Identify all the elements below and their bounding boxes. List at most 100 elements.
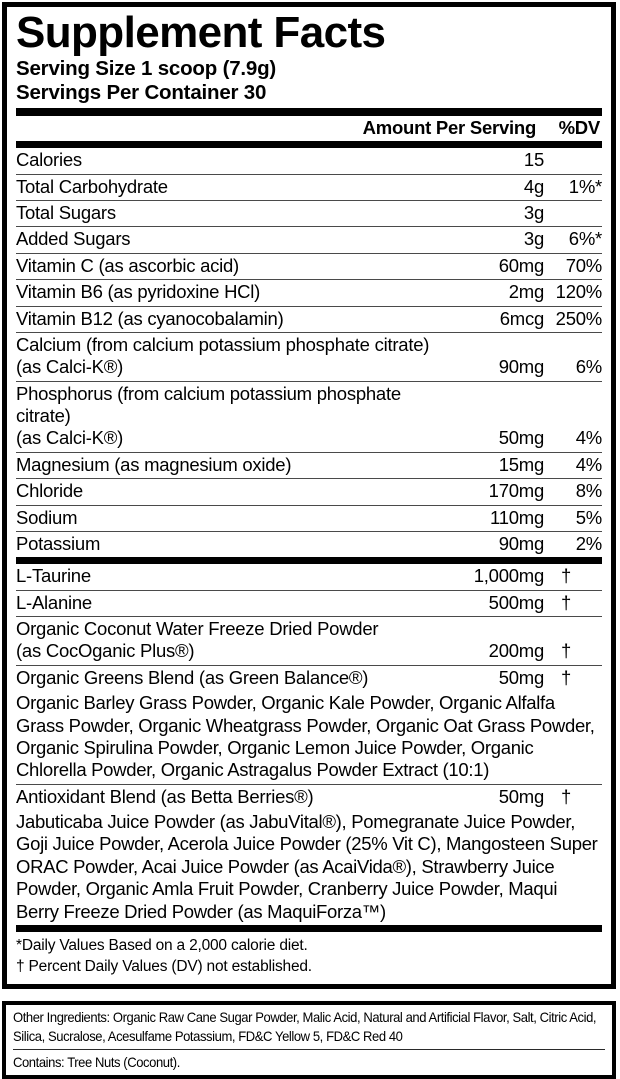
nutrient-amount: 90mg [436, 331, 544, 382]
table-row: Vitamin B6 (as pyridoxine HCl) 2mg 120% [16, 279, 602, 307]
column-header-amount: Amount Per Serving [362, 116, 537, 138]
nutrient-daily-value: † [544, 616, 602, 665]
servings-per-container-text: Servings Per Container 30 [16, 80, 267, 104]
nutrient-name: Organic Greens Blend (as Green Balance®) [16, 664, 436, 692]
amino-rows: L-Taurine 1,000mg † L-Alanine 500mg † Organic … [16, 564, 602, 665]
nutrient-amount: 2mg [436, 279, 544, 307]
blend-sublist-row: Jabuticaba Juice Powder (as JabuVital®),… [16, 810, 602, 925]
nutrient-name: Sodium [16, 504, 436, 532]
table-row: Magnesium (as magnesium oxide) 15mg 4% [16, 451, 602, 479]
nutrient-daily-value: 6% [544, 331, 602, 382]
nutrient-name: L-Alanine [16, 589, 436, 617]
nutrient-name: Vitamin C (as ascorbic acid) [16, 252, 436, 280]
table-row: Total Sugars 3g [16, 200, 602, 227]
footnote-rule-thick [16, 924, 602, 932]
nutrient-name-line: Organic Coconut Water Freeze Dried Powde… [16, 618, 379, 640]
nutrient-amount: 500mg [436, 589, 544, 617]
nutrient-amount: 50mg [436, 783, 544, 811]
nutrient-name: Antioxidant Blend (as Betta Berries®) [16, 783, 436, 811]
nutrient-name: Phosphorus (from calcium potassium phosp… [16, 380, 436, 453]
nutrient-name: Total Sugars [16, 200, 436, 227]
nutrient-daily-value: 8% [544, 478, 602, 506]
nutrient-amount: 6mcg [436, 305, 544, 333]
nutrient-amount: 60mg [436, 252, 544, 280]
other-ingredients-text: Other Ingredients: Organic Raw Cane Suga… [13, 1008, 597, 1044]
nutrient-name: Potassium [16, 530, 436, 558]
nutrient-daily-value: 120% [544, 279, 602, 307]
nutrient-amount: 1,000mg [473, 565, 545, 587]
header-spacer [16, 116, 363, 141]
nutrient-amount: 110mg [436, 504, 544, 532]
nutrient-name-line: (as Calci-K®) [16, 356, 124, 378]
table-row: Organic Coconut Water Freeze Dried Powde… [16, 616, 602, 665]
nutrient-name: L-Taurine [16, 565, 91, 587]
page-title: Supplement Facts [16, 8, 386, 57]
table-row: Phosphorus (from calcium potassium phosp… [16, 380, 602, 453]
nutrient-daily-value: † [544, 589, 602, 617]
nutrient-name-line: Calcium (from calcium potassium phosphat… [16, 333, 430, 355]
nutrient-table: Amount Per Serving %DV [16, 116, 602, 141]
nutrient-daily-value [544, 148, 602, 174]
footnote-dagger: † Percent Daily Values (DV) not establis… [16, 958, 312, 976]
nutrient-amount: 50mg [436, 664, 544, 692]
minerals-rule-thick [16, 557, 602, 565]
column-header-dv: %DV [558, 116, 601, 138]
table-row: Calcium (from calcium potassium phosphat… [16, 331, 602, 382]
table-row: Vitamin B12 (as cyanocobalamin) 6mcg 250% [16, 305, 602, 333]
footnote-daily-values: *Daily Values Based on a 2,000 calorie d… [16, 936, 308, 954]
table-row: Sodium 110mg 5% [16, 504, 602, 532]
serving-size-text: Serving Size 1 scoop (7.9g) [16, 57, 277, 80]
table-row: Vitamin C (as ascorbic acid) 60mg 70% [16, 252, 602, 280]
nutrient-name-line: (as Calci-K®) [16, 427, 124, 449]
nutrient-name: Chloride [16, 478, 436, 506]
nutrient-daily-value: 4% [544, 380, 602, 453]
table-row: Calories 15 [16, 148, 602, 174]
nutrient-daily-value: 6%* [544, 226, 602, 254]
blend-sublist-row: Organic Barley Grass Powder, Organic Kal… [16, 691, 602, 784]
table-row: L-Alanine 500mg † [16, 589, 602, 617]
nutrient-name: Added Sugars [16, 226, 436, 254]
nutrient-name: Total Carbohydrate [16, 173, 436, 201]
nutrient-daily-value: † [544, 664, 602, 692]
nutrient-amount: 4g [436, 173, 544, 201]
nutrient-name: Calcium (from calcium potassium phosphat… [16, 331, 436, 382]
nutrient-amount: 15mg [436, 451, 544, 479]
table-row: Antioxidant Blend (as Betta Berries®) 50m… [16, 783, 602, 811]
nutrient-amount: 15 [523, 149, 544, 171]
contains-allergen-text: Contains: Tree Nuts (Coconut). [13, 1054, 180, 1071]
table-row: Potassium 90mg 2% [16, 530, 602, 558]
nutrient-amount: 170mg [436, 478, 544, 506]
supplement-facts-inner-frame: Supplement Facts Serving Size 1 scoop (7… [3, 3, 615, 988]
blend-rows: Organic Greens Blend (as Green Balance®)… [16, 664, 602, 925]
nutrient-name-line: (as CocOganic Plus®) [16, 640, 195, 662]
supplement-facts-panel: Supplement Facts Serving Size 1 scoop (7… [2, 2, 616, 989]
nutrient-daily-value: 250% [544, 305, 602, 333]
other-ingredients-divider [13, 1048, 605, 1051]
nutrient-rows: Calories 15 Total Carbohydrate 4g 1%* Total S… [16, 148, 602, 558]
table-row: Chloride 170mg 8% [16, 478, 602, 506]
other-ingredients-panel: Other Ingredients: Organic Raw Cane Suga… [2, 1000, 616, 1079]
nutrient-daily-value: 1%* [544, 173, 602, 201]
nutrient-daily-value [544, 200, 602, 227]
nutrient-name: Vitamin B12 (as cyanocobalamin) [16, 305, 436, 333]
nutrient-amount: 3g [436, 200, 544, 227]
nutrient-name-line: Phosphorus (from calcium potassium phosp… [16, 382, 401, 427]
column-header-rule-thick [16, 141, 602, 149]
table-row: Organic Greens Blend (as Green Balance®)… [16, 664, 602, 692]
nutrient-daily-value: 70% [544, 252, 602, 280]
header-rule-thick [16, 107, 602, 116]
blend-ingredient-list: Organic Barley Grass Powder, Organic Kal… [16, 692, 595, 781]
nutrient-daily-value: † [544, 783, 602, 811]
blend-ingredient-list: Jabuticaba Juice Powder (as JabuVital®),… [16, 811, 598, 922]
table-row: Added Sugars 3g 6%* [16, 226, 602, 254]
nutrient-name: Organic Coconut Water Freeze Dried Powde… [16, 616, 436, 665]
table-row: Total Carbohydrate 4g 1%* [16, 173, 602, 201]
nutrient-daily-value: 4% [544, 451, 602, 479]
nutrient-amount: 200mg [436, 616, 544, 665]
nutrient-name: Vitamin B6 (as pyridoxine HCl) [16, 279, 436, 307]
nutrient-amount: 90mg [436, 530, 544, 558]
table-header-row: Amount Per Serving %DV [16, 116, 602, 141]
nutrient-amount: 50mg [436, 380, 544, 453]
footnotes: *Daily Values Based on a 2,000 calorie d… [16, 932, 602, 978]
other-ingredients-inner-frame: Other Ingredients: Organic Raw Cane Suga… [3, 1001, 615, 1078]
